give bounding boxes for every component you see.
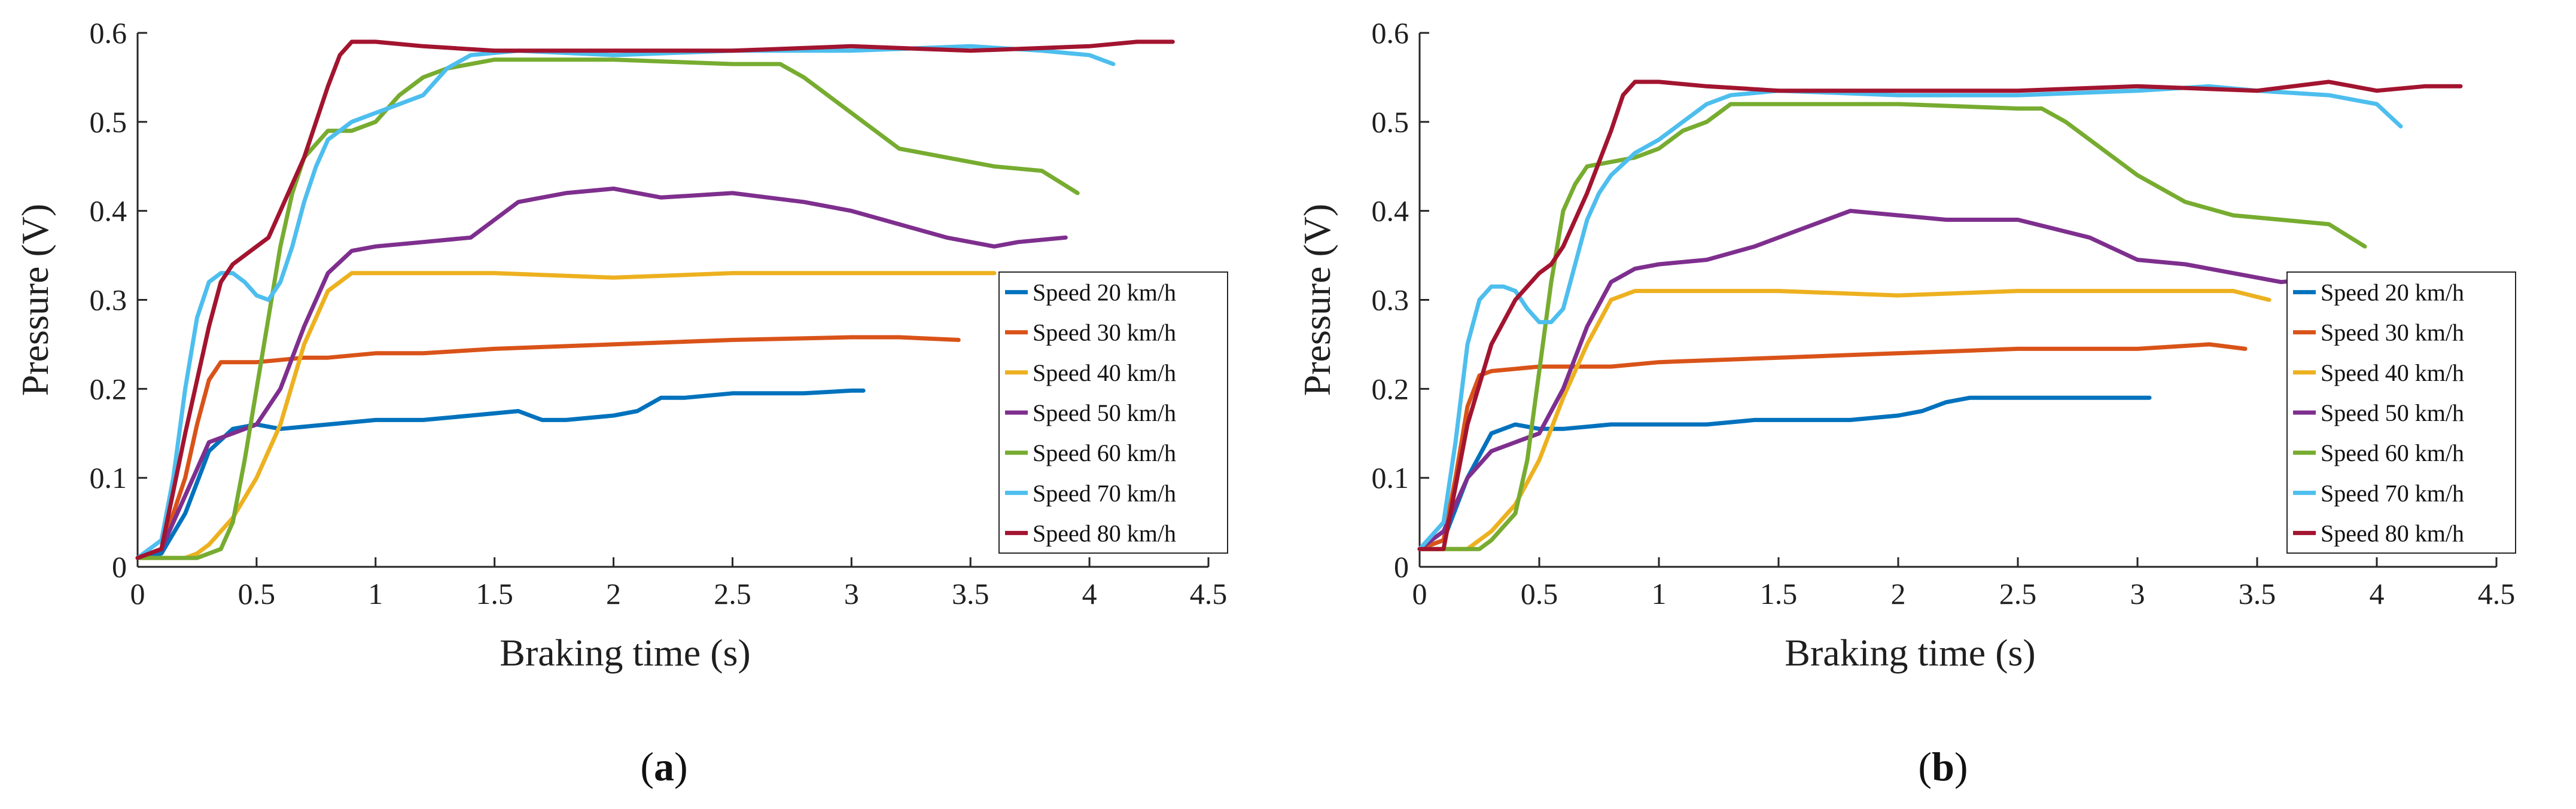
x-tick-label: 1.5 (1760, 577, 1798, 610)
y-axis-title: Pressure (V) (14, 204, 56, 396)
x-tick-label: 4.5 (2478, 577, 2516, 610)
series-line-40kmh (135, 271, 997, 560)
x-axis-title: Braking time (s) (500, 631, 750, 674)
y-tick-label: 0.1 (90, 461, 127, 494)
x-tick-label: 3.5 (952, 577, 989, 610)
legend: Speed 20 km/h Speed 30 km/h Speed 40 km/h S… (2286, 271, 2516, 554)
x-tick-label: 3.5 (2239, 577, 2276, 610)
x-tick-label: 2 (606, 577, 621, 610)
series-line-70kmh (1417, 84, 2403, 551)
x-tick-label: 3 (844, 577, 859, 610)
legend-label: Speed 50 km/h (1033, 399, 1176, 426)
legend-label: Speed 40 km/h (2321, 359, 2464, 386)
legend-box (2286, 271, 2516, 554)
y-tick-label: 0 (1394, 550, 1409, 584)
legend-label: Speed 80 km/h (1033, 520, 1176, 547)
series-line-50kmh (1417, 209, 2355, 551)
x-tick-label: 0.5 (238, 577, 276, 610)
series-line-60kmh (135, 57, 1080, 560)
legend-label: Speed 20 km/h (1033, 279, 1176, 306)
series-line-30kmh (135, 335, 961, 560)
y-tick-label: 0.2 (1372, 372, 1409, 405)
series-line-20kmh (1417, 395, 2152, 551)
legend-label: Speed 40 km/h (1033, 359, 1176, 386)
y-tick-label: 0.2 (90, 372, 127, 405)
series-lines (135, 39, 1175, 560)
legend-label: Speed 70 km/h (2321, 480, 2464, 506)
x-tick-label: 3 (2130, 577, 2145, 610)
legend-label: Speed 30 km/h (1033, 319, 1176, 346)
x-tick-label: 4.5 (1190, 577, 1228, 610)
y-tick-label: 0.3 (90, 283, 127, 317)
panel-caption: (a) (640, 744, 687, 789)
series-line-20kmh (135, 388, 866, 560)
y-axis-title: Pressure (V) (1296, 204, 1338, 396)
series-line-40kmh (1417, 289, 2271, 551)
series-line-30kmh (1417, 342, 2248, 551)
panel-caption: (b) (1918, 744, 1968, 789)
x-tick-label: 0 (1412, 577, 1427, 610)
x-tick-label: 1.5 (476, 577, 513, 610)
y-tick-label: 0.6 (1372, 16, 1409, 50)
legend-label: Speed 30 km/h (2321, 319, 2464, 346)
chart-b-svg: 0 0.5 1 1.5 2 2.5 3 3.5 4 4.5 0 0.1 0.2 0.3 0.4 0.5 0.6 B… (1296, 16, 2516, 789)
figure-panel-b: 0 0.5 1 1.5 2 2.5 3 3.5 4 4.5 0 0.1 0.2 0.3 0.4 0.5 0.6 B… (1288, 0, 2576, 809)
y-tick-label: 0.4 (1372, 194, 1409, 228)
y-tick-label: 0.6 (90, 16, 127, 50)
legend-label: Speed 70 km/h (1033, 480, 1176, 506)
x-axis-title: Braking time (s) (1785, 631, 2035, 674)
y-tick-label: 0.5 (90, 105, 127, 139)
x-tick-label: 2.5 (1999, 577, 2037, 610)
y-tick-label: 0.5 (1372, 105, 1409, 139)
y-tick-label: 0.4 (90, 194, 127, 228)
y-tick-label: 0.3 (1372, 283, 1409, 317)
y-tick-label: 0.1 (1372, 461, 1409, 494)
series-line-80kmh (135, 39, 1175, 560)
x-tick-label: 1 (1652, 577, 1667, 610)
legend-label: Speed 20 km/h (2321, 279, 2464, 306)
x-tick-label: 0 (130, 577, 145, 610)
series-line-70kmh (135, 44, 1116, 560)
series-line-60kmh (1417, 102, 2367, 551)
figure-panel-a: 0 0.5 1 1.5 2 2.5 3 3.5 4 4.5 0 0.1 0.2 0.3 0.4 0.5 0.6 B… (14, 16, 1228, 789)
series-lines (1417, 80, 2463, 551)
legend-label: Speed 80 km/h (2321, 520, 2464, 547)
x-tick-label: 1 (368, 577, 383, 610)
legend: Speed 20 km/h Speed 30 km/h Speed 40 km/h S… (998, 271, 1228, 554)
series-line-80kmh (1417, 80, 2463, 551)
x-tick-label: 2.5 (714, 577, 751, 610)
series-line-50kmh (135, 187, 1068, 560)
chart-a-svg: 0 0.5 1 1.5 2 2.5 3 3.5 4 4.5 0 0.1 0.2 0.3 0.4 0.5 0.6 B… (14, 16, 1228, 789)
x-tick-label: 4 (2370, 577, 2385, 610)
x-tick-label: 0.5 (1521, 577, 1558, 610)
x-tick-label: 4 (1082, 577, 1097, 610)
legend-label: Speed 50 km/h (2321, 399, 2464, 426)
legend-label: Speed 60 km/h (1033, 439, 1176, 466)
legend-label: Speed 60 km/h (2321, 439, 2464, 466)
y-tick-label: 0 (112, 550, 127, 584)
legend-box (998, 271, 1228, 554)
x-tick-label: 2 (1891, 577, 1906, 610)
